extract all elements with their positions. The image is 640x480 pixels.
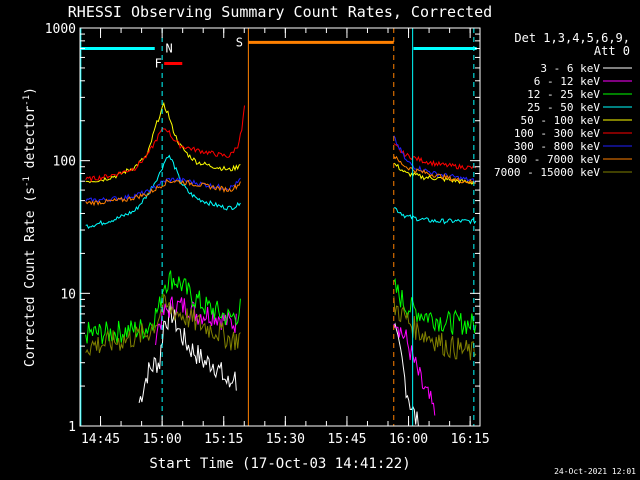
x-tick-label: 15:45 — [327, 432, 366, 447]
series-line-8 — [85, 292, 477, 361]
legend-label: 7000 - 15000 keV — [494, 166, 600, 179]
series-line-7 — [85, 155, 476, 207]
series-line-0 — [138, 302, 419, 426]
y-axis-label-end: ) — [23, 87, 38, 95]
y-axis: 1 10 100 1000 — [45, 22, 480, 435]
interval-layer: NF S — [80, 28, 477, 426]
series-line-5 — [85, 105, 477, 183]
y-axis-label-main: Corrected Count Rate (s — [23, 187, 38, 367]
interval-label-n: N — [165, 42, 172, 56]
y-axis-label-sup2: -1 — [22, 95, 32, 106]
x-tick-label: 16:00 — [389, 432, 428, 447]
legend-header-2: Att 0 — [594, 44, 630, 58]
y-axis-label-sup1: -1 — [22, 176, 32, 187]
legend-label: 6 - 12 keV — [534, 75, 601, 88]
x-tick-label: 16:15 — [451, 432, 490, 447]
legend-header-1: Det 1,3,4,5,6,9, — [514, 31, 630, 45]
interval-label-f: F — [155, 57, 162, 71]
legend-label: 300 - 800 keV — [514, 140, 600, 153]
x-axis: 14:45 15:00 15:15 15:30 15:45 16:00 16:15 — [79, 28, 490, 447]
series-line-3 — [85, 154, 477, 229]
legend-label: 3 - 6 keV — [540, 62, 600, 75]
y-tick-label: 100 — [53, 155, 76, 170]
y-axis-label-mid: detector — [23, 106, 38, 177]
y-tick-label: 1000 — [45, 22, 76, 37]
legend-label: 25 - 50 keV — [527, 101, 600, 114]
x-tick-label: 15:00 — [143, 432, 182, 447]
x-tick-label: 15:15 — [204, 432, 243, 447]
x-tick-label: 15:30 — [266, 432, 305, 447]
legend-label: 100 - 300 keV — [514, 127, 600, 140]
plot-frame — [79, 27, 481, 427]
y-tick-label: 1 — [68, 420, 76, 435]
series-line-2 — [85, 270, 477, 345]
legend-label: 50 - 100 keV — [521, 114, 601, 127]
footer-date: 24-Oct-2021 12:01 — [554, 467, 636, 476]
x-tick-label: 14:45 — [81, 432, 120, 447]
legend-label: 12 - 25 keV — [527, 88, 600, 101]
y-axis-label: Corrected Count Rate (s-1 detector-1) — [22, 87, 38, 367]
series-layer — [85, 101, 477, 426]
x-axis-label: Start Time (17-Oct-03 14:41:22) — [149, 456, 410, 472]
y-tick-label: 10 — [60, 287, 76, 302]
chart-title: RHESSI Observing Summary Count Rates, Co… — [68, 3, 492, 21]
series-line-6 — [85, 135, 477, 204]
legend-label: 800 - 7000 keV — [507, 153, 600, 166]
interval-label-s: S — [236, 35, 243, 49]
